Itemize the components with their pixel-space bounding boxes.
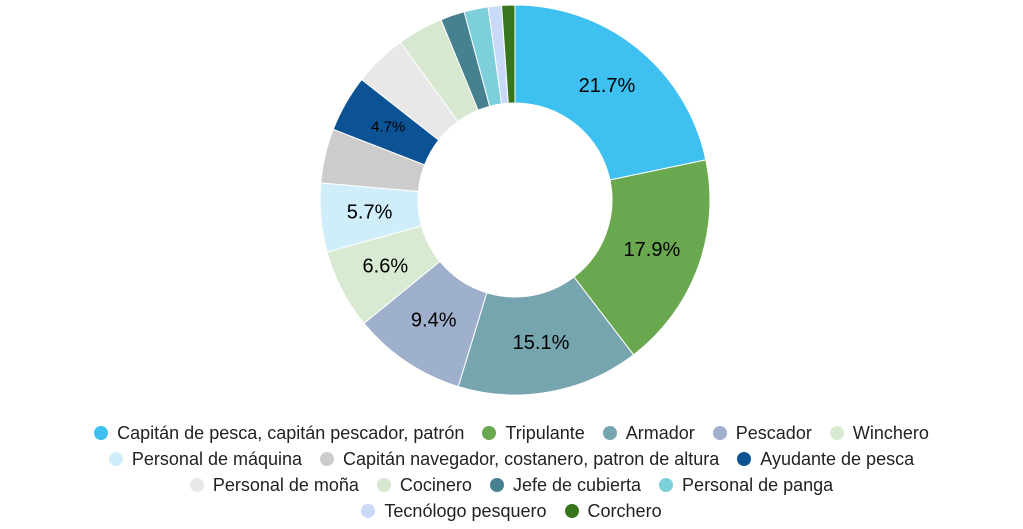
- legend-swatch: [189, 478, 204, 492]
- legend-item: Personal de moña: [189, 474, 359, 496]
- legend-label: Tecnólogo pesquero: [384, 500, 547, 521]
- data-label: 5.7%: [347, 202, 393, 224]
- legend-label: Personal de moña: [212, 474, 359, 495]
- slice: [500, 4, 516, 104]
- legend-label: Jefe de cubierta: [512, 474, 642, 495]
- legend-item: Tecnólogo pesquero: [361, 500, 547, 522]
- legend-swatch: [376, 478, 391, 492]
- legend-label: Ayudante de pesca: [760, 448, 915, 469]
- chart: 21.7% 17.9% 15.1% 9.4% 6.6% 5.7% 4.7%: [319, 4, 711, 396]
- legend-item: Ayudante de pesca: [737, 449, 914, 470]
- data-label: 17.9%: [624, 239, 681, 261]
- legend-swatch: [482, 426, 497, 440]
- data-label: 15.1%: [513, 332, 570, 354]
- legend-label: Personal de panga: [682, 474, 834, 495]
- legend-label: Capitán navegador, costanero, patron de …: [343, 448, 720, 469]
- legend-swatch: [564, 504, 579, 518]
- legend-item: Armador: [602, 422, 695, 444]
- legend-label: Pescador: [735, 422, 812, 443]
- legend-row: Tecnólogo pesquero Corchero: [0, 498, 1023, 524]
- legend-row: Personal de moña Cocinero Jefe de cubierta…: [0, 472, 1023, 498]
- legend-swatch: [829, 426, 844, 440]
- legend-swatch: [659, 478, 674, 492]
- legend-item: Jefe de cubierta: [489, 474, 642, 496]
- slice: [573, 159, 711, 356]
- legend-swatch: [320, 452, 335, 466]
- legend-label: Tripulante: [505, 422, 585, 443]
- slice: [514, 4, 707, 181]
- legend-item: Winchero: [829, 422, 929, 444]
- legend-label: Corchero: [587, 500, 662, 521]
- legend-item: Personal de máquina: [108, 448, 303, 470]
- legend-item: Cocinero: [376, 474, 472, 496]
- data-label: 21.7%: [579, 75, 636, 97]
- legend-row: Personal de máquina Capitán navegador, co…: [0, 446, 1023, 472]
- legend-label: Winchero: [852, 422, 929, 443]
- legend-swatch: [94, 426, 109, 440]
- legend-label: Personal de máquina: [131, 448, 303, 469]
- legend-item: Pescador: [712, 422, 812, 444]
- data-label: 6.6%: [363, 255, 409, 277]
- legend-item: Corchero: [564, 500, 662, 522]
- legend-label: Capitán de pesca, capitán pescador, patr…: [117, 422, 465, 443]
- data-label: 9.4%: [411, 310, 457, 332]
- data-label: 4.7%: [371, 119, 405, 136]
- legend-item: Capitán navegador, costanero, patron de …: [320, 449, 719, 470]
- legend-swatch: [361, 504, 376, 518]
- legend-swatch: [489, 478, 504, 492]
- legend-swatch: [712, 426, 727, 440]
- legend-swatch: [602, 426, 617, 440]
- legend-label: Armador: [625, 422, 695, 443]
- legend-item: Capitán de pesca, capitán pescador, patr…: [94, 423, 464, 444]
- legend-item: Tripulante: [482, 422, 585, 444]
- legend: Capitán de pesca, capitán pescador, patr…: [0, 420, 1023, 524]
- legend-row: Capitán de pesca, capitán pescador, patr…: [0, 420, 1023, 446]
- legend-swatch: [737, 452, 752, 466]
- legend-item: Personal de panga: [659, 475, 833, 496]
- legend-swatch: [108, 452, 123, 466]
- legend-label: Cocinero: [399, 474, 472, 495]
